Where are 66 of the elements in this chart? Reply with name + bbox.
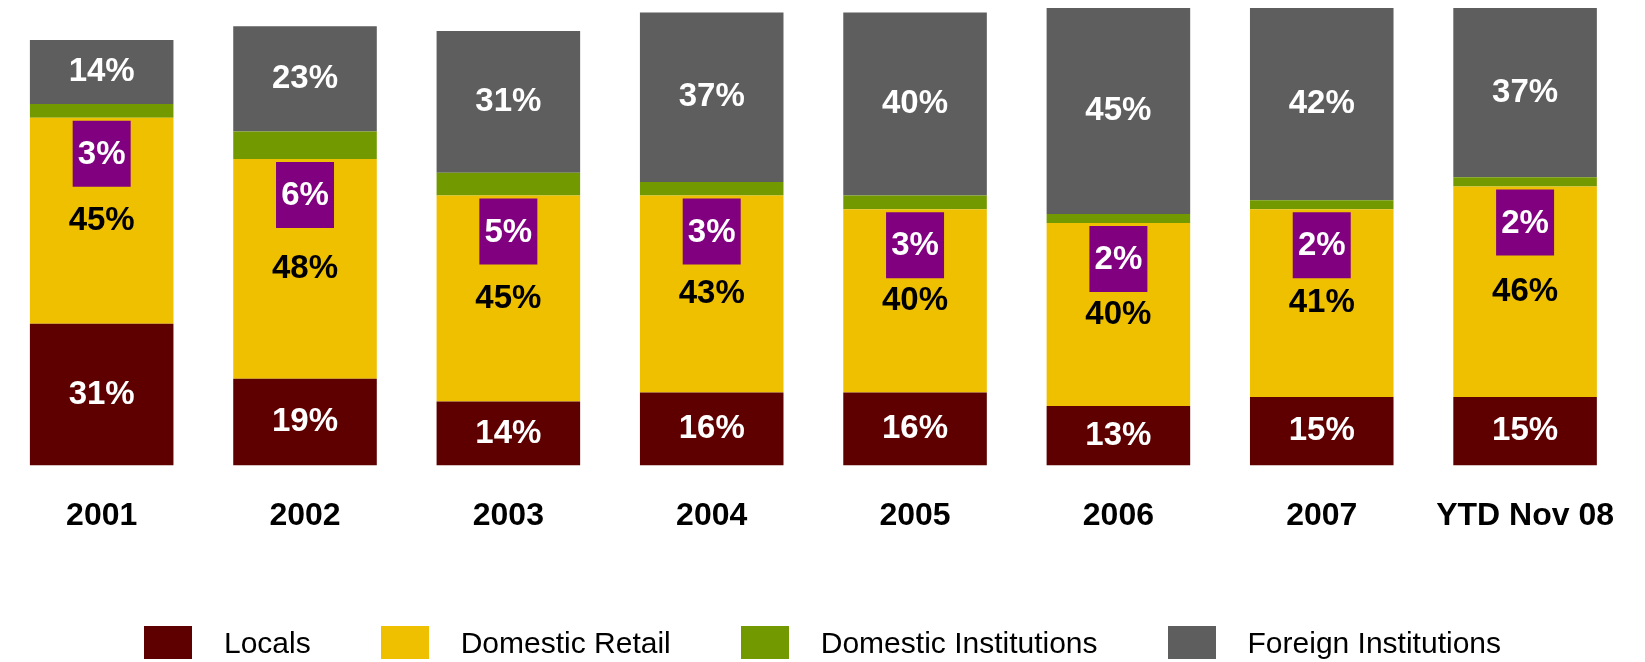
data-label: 15% <box>1492 410 1559 448</box>
data-label: 40% <box>882 279 949 317</box>
x-tick-label: 2001 <box>66 495 138 532</box>
data-label: 6% <box>281 175 329 213</box>
x-tick-label: 2002 <box>269 495 341 532</box>
bar <box>639 12 784 182</box>
bar <box>29 104 174 118</box>
data-label: 41% <box>1288 282 1355 320</box>
legend-label: Domestic Retail <box>460 626 671 659</box>
x-tick-label: YTD Nov 08 <box>1436 495 1614 532</box>
data-label: 43% <box>678 273 745 311</box>
bar <box>233 131 377 160</box>
bar <box>29 40 174 105</box>
bar <box>1046 8 1191 214</box>
data-label: 45% <box>475 277 542 315</box>
data-label: 46% <box>1492 270 1559 308</box>
data-label: 16% <box>882 408 949 446</box>
data-label: 5% <box>484 211 533 249</box>
data-label: 45% <box>1085 90 1152 128</box>
data-label: 19% <box>271 401 339 439</box>
legend-label: Locals <box>223 626 311 659</box>
bar <box>436 30 581 173</box>
bar <box>1453 8 1597 178</box>
data-label: 45% <box>68 199 135 237</box>
bar <box>843 392 987 466</box>
bar <box>1453 396 1597 466</box>
data-label: 3% <box>891 225 939 263</box>
data-label: 31% <box>475 80 542 118</box>
bar <box>436 172 581 196</box>
bar <box>843 12 987 196</box>
bar <box>233 378 377 466</box>
bar <box>843 195 987 210</box>
x-tick-label: 2005 <box>879 495 951 532</box>
data-label: 37% <box>1492 71 1559 109</box>
bar <box>1249 8 1394 201</box>
data-label: 42% <box>1288 83 1355 121</box>
data-label: 16% <box>678 408 745 446</box>
data-label: 23% <box>271 58 339 96</box>
legend-label: Foreign Institutions <box>1247 626 1502 659</box>
data-label: 3% <box>77 133 126 171</box>
data-label: 13% <box>1085 414 1152 452</box>
bar <box>639 181 784 196</box>
data-label: 3% <box>687 211 736 249</box>
x-tick-label: 2006 <box>1082 495 1154 532</box>
data-label: 2% <box>1501 202 1549 240</box>
data-label: 15% <box>1288 410 1355 448</box>
data-label: 40% <box>1085 293 1152 331</box>
x-tick-label: 2004 <box>676 495 748 532</box>
bar <box>1249 396 1394 466</box>
x-tick-label: 2007 <box>1286 495 1358 532</box>
data-label: 14% <box>475 412 542 450</box>
data-label: 48% <box>271 247 339 285</box>
data-label: 2% <box>1297 225 1346 263</box>
bar <box>233 26 377 132</box>
data-label: 2% <box>1094 239 1143 277</box>
data-label: 40% <box>882 83 949 121</box>
bar <box>639 392 784 466</box>
bar <box>1046 213 1191 224</box>
bar <box>1249 200 1394 210</box>
legend-label: Domestic Institutions <box>820 626 1098 659</box>
x-tick-label: 2003 <box>472 495 544 532</box>
data-label: 37% <box>678 76 745 114</box>
bar <box>1453 177 1597 187</box>
data-label: 31% <box>68 373 135 411</box>
bar <box>29 323 174 466</box>
data-label: 14% <box>68 51 135 89</box>
